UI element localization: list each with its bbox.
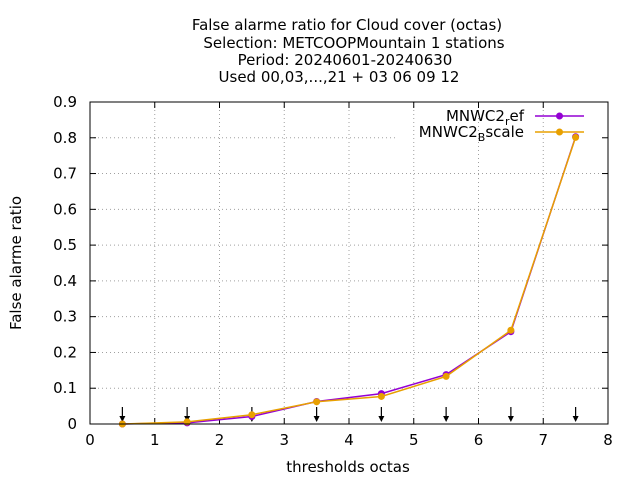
legend-label: MNWC2Bscale — [419, 123, 524, 144]
arrow-head — [572, 416, 579, 422]
x-tick-label: 5 — [409, 431, 419, 449]
chart-title-line-3: Period: 20240601-20240630 — [238, 51, 453, 69]
y-tick-label: 0.3 — [53, 308, 77, 326]
series-MNWC2_ref — [118, 133, 580, 428]
data-point — [313, 398, 321, 406]
data-point — [442, 372, 450, 380]
arrow-head — [507, 416, 514, 422]
x-tick-label: 8 — [603, 431, 613, 449]
data-point — [572, 133, 580, 141]
data-point — [377, 392, 385, 400]
series-line — [122, 136, 577, 425]
y-tick-label: 0.2 — [53, 343, 77, 361]
chart-title-line-2: Selection: METCOOPMountain 1 stations — [203, 34, 504, 52]
threshold-arrow-marker — [507, 407, 514, 422]
arrow-head — [443, 416, 450, 422]
y-tick-label: 0.8 — [53, 129, 77, 147]
y-tick-label: 0.7 — [53, 165, 77, 183]
arrow-head — [119, 416, 126, 422]
y-tick-label: 0.9 — [53, 93, 77, 111]
x-tick-label: 1 — [150, 431, 160, 449]
plot-frame — [89, 101, 609, 425]
threshold-arrow-marker — [119, 407, 126, 422]
chart-title-line-4: Used 00,03,...,21 + 03 06 09 12 — [219, 68, 460, 86]
legend-marker — [556, 128, 563, 136]
legend-label: MNWC2ref — [446, 107, 525, 128]
y-tick-label: 0.1 — [53, 379, 77, 397]
series-MNWC2_Bscale — [118, 133, 580, 428]
y-axis-label: False alarme ratio — [7, 196, 25, 330]
threshold-arrow-marker — [378, 407, 385, 422]
x-tick-label: 2 — [215, 431, 225, 449]
x-tick-label: 7 — [538, 431, 548, 449]
threshold-arrow-marker — [572, 407, 579, 422]
x-tick-label: 6 — [474, 431, 484, 449]
y-tick-label: 0.5 — [53, 236, 77, 254]
x-tick-label: 0 — [85, 431, 95, 449]
data-point — [248, 411, 256, 419]
y-tick-label: 0.4 — [53, 272, 77, 290]
axis-ticks: 0 1 2 3 4 5 6 7 8 0 0.1 0.2 0.3 0.4 0.5 0.6 0.7 0.8 0.9 — [53, 93, 613, 449]
data-point — [507, 326, 515, 334]
y-tick-label: 0 — [67, 415, 77, 433]
chart-title: False alarme ratio for Cloud cover (octa… — [192, 16, 505, 86]
x-tick-label: 3 — [279, 431, 289, 449]
arrow-head — [378, 416, 385, 422]
y-tick-label: 0.6 — [53, 200, 77, 218]
x-axis-label: thresholds octas — [286, 458, 410, 476]
plot-grid — [90, 102, 608, 424]
arrow-head — [313, 416, 320, 422]
x-tick-label: 4 — [344, 431, 354, 449]
threshold-arrow-marker — [313, 407, 320, 422]
threshold-arrow-marker — [443, 407, 450, 422]
legend-marker — [556, 112, 563, 120]
chart-title-line-1: False alarme ratio for Cloud cover (octa… — [192, 16, 502, 34]
series-lines — [118, 133, 580, 428]
series-line — [122, 137, 577, 425]
